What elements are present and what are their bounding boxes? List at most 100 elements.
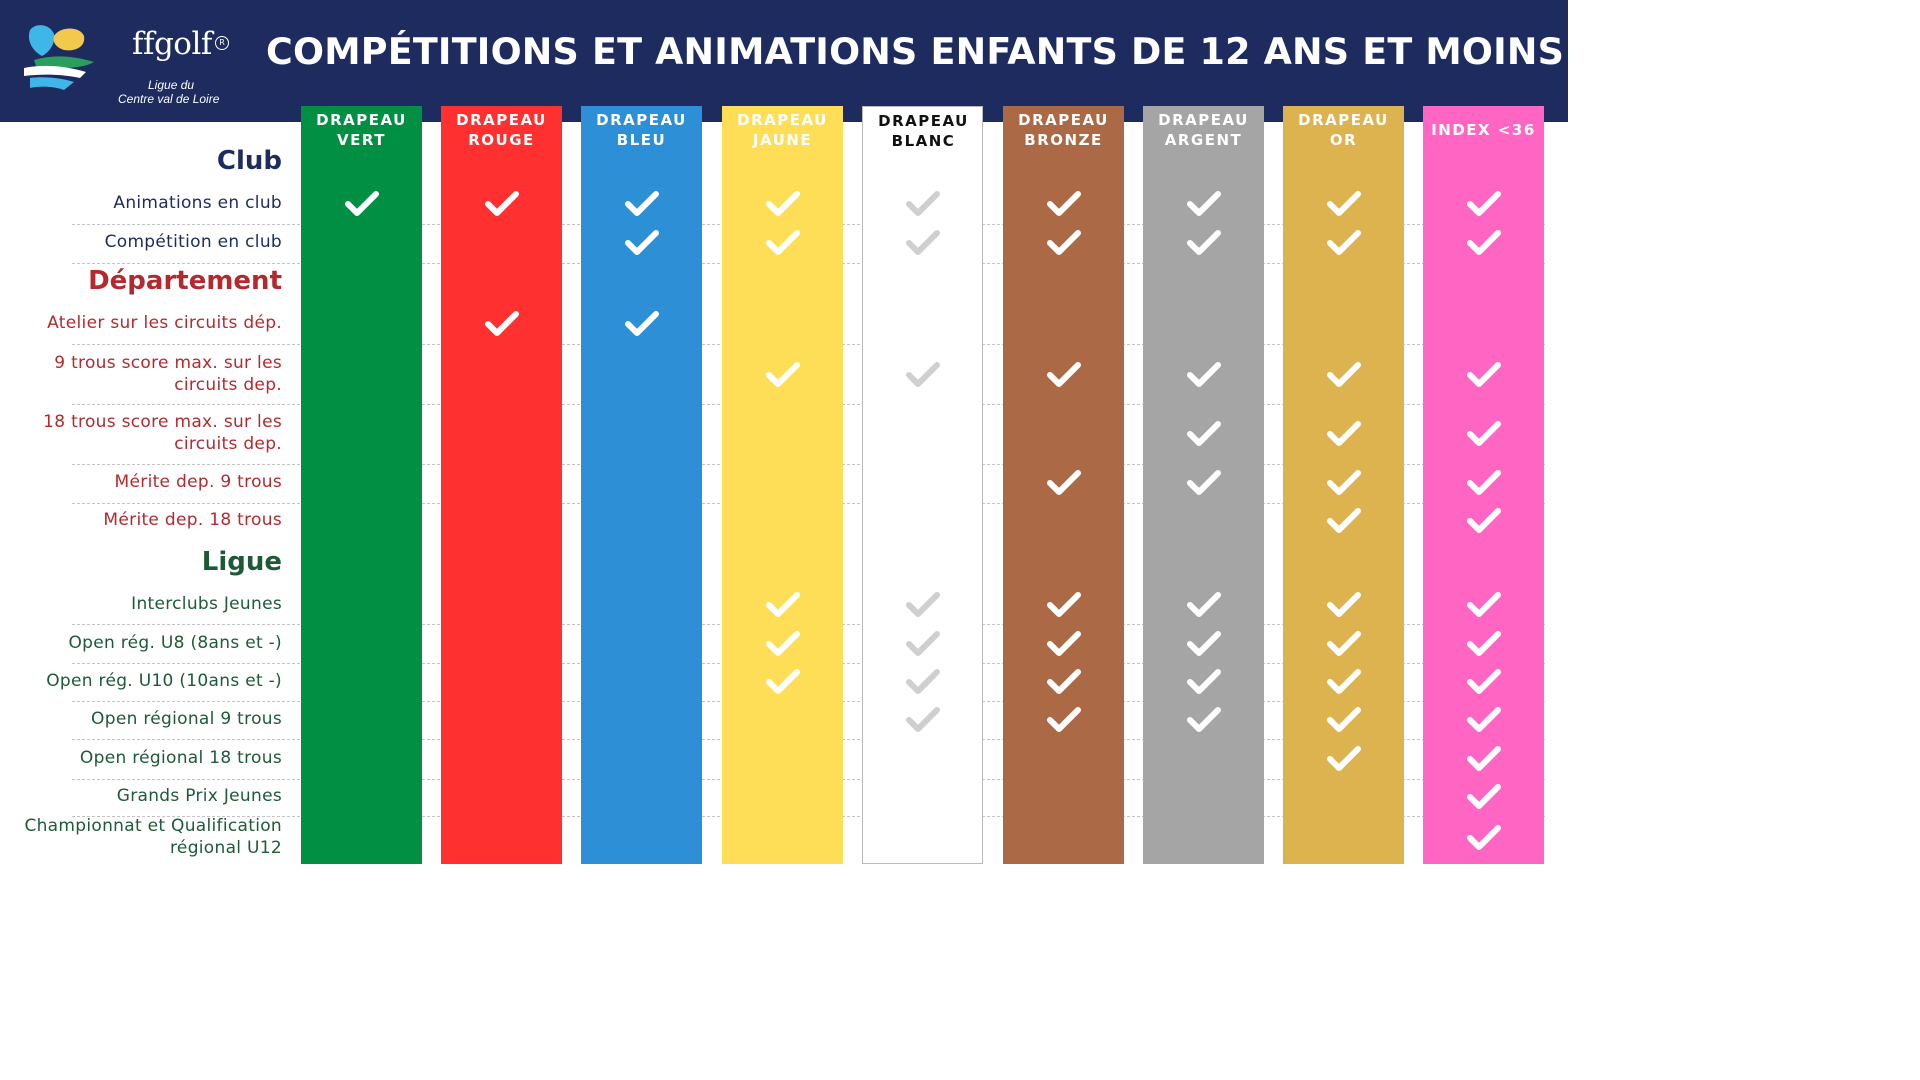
row-label: Interclubs Jeunes bbox=[131, 594, 282, 614]
column-header: DRAPEAU ROUGE bbox=[441, 110, 562, 150]
row-label: Compétition en club bbox=[104, 232, 282, 252]
column-header-line1: DRAPEAU bbox=[1298, 111, 1389, 129]
check-icon bbox=[344, 191, 379, 216]
check-icon bbox=[1326, 746, 1361, 771]
check-icon bbox=[1186, 631, 1221, 656]
header-banner: ffgolf R Ligue du Centre val de Loire CO… bbox=[0, 0, 1568, 122]
check-icon bbox=[1186, 421, 1221, 446]
column-header-line2: VERT bbox=[337, 131, 386, 149]
row-label: Championnat et Qualification régional U1… bbox=[24, 816, 282, 858]
check-icon bbox=[1326, 669, 1361, 694]
check-icon bbox=[765, 592, 800, 617]
column-header-line2: BRONZE bbox=[1024, 131, 1103, 149]
check-icon bbox=[1466, 421, 1501, 446]
row-label: Mérite dep. 18 trous bbox=[103, 510, 282, 530]
check-icon bbox=[905, 592, 940, 617]
row-label: Open régional 9 trous bbox=[91, 709, 282, 729]
check-icon bbox=[905, 191, 940, 216]
check-icon bbox=[1046, 592, 1081, 617]
row-label: Open régional 18 trous bbox=[79, 748, 282, 768]
check-icon bbox=[765, 191, 800, 216]
check-icon bbox=[1046, 191, 1081, 216]
check-icon bbox=[624, 311, 659, 336]
ffgolf-logo: ffgolf R Ligue du Centre val de Loire bbox=[14, 16, 229, 106]
check-icon bbox=[1186, 669, 1221, 694]
check-icon bbox=[1186, 362, 1221, 387]
check-icon bbox=[1326, 230, 1361, 255]
column-header: DRAPEAU VERT bbox=[301, 110, 422, 150]
check-icon bbox=[1046, 230, 1081, 255]
check-icon bbox=[1466, 230, 1501, 255]
check-icon bbox=[1046, 631, 1081, 656]
check-icon bbox=[765, 362, 800, 387]
ffgolf-logo-icon bbox=[24, 25, 94, 90]
check-icon bbox=[1186, 191, 1221, 216]
check-icon bbox=[765, 631, 800, 656]
column-header-line1: INDEX <36 bbox=[1431, 121, 1536, 139]
check-icon bbox=[1046, 707, 1081, 732]
check-icon bbox=[1326, 191, 1361, 216]
logo-subtitle-line2: Centre val de Loire bbox=[118, 92, 220, 106]
row-label: Grands Prix Jeunes bbox=[116, 786, 282, 806]
column-header-line2: BLANC bbox=[891, 132, 956, 150]
column-header-line2: BLEU bbox=[616, 131, 667, 149]
check-icon bbox=[1046, 470, 1081, 495]
check-icon bbox=[1326, 470, 1361, 495]
check-icon bbox=[1466, 508, 1501, 533]
check-icon bbox=[1466, 746, 1501, 771]
check-icon bbox=[624, 191, 659, 216]
check-icon bbox=[1186, 230, 1221, 255]
check-icon bbox=[1466, 707, 1501, 732]
check-icon bbox=[1046, 669, 1081, 694]
check-icon bbox=[765, 230, 800, 255]
check-icon bbox=[1466, 362, 1501, 387]
check-icon bbox=[1186, 470, 1221, 495]
column-header-line1: DRAPEAU bbox=[316, 111, 407, 129]
check-icon bbox=[905, 230, 940, 255]
check-icon bbox=[1466, 191, 1501, 216]
column-header-line1: DRAPEAU bbox=[1018, 111, 1109, 129]
row-label: Open rég. U8 (8ans et -) bbox=[68, 633, 282, 653]
check-icon bbox=[1466, 669, 1501, 694]
column-header: INDEX <36 bbox=[1423, 120, 1544, 140]
logo-brand-text: ffgolf bbox=[132, 26, 212, 62]
column-vert: DRAPEAU VERT bbox=[301, 106, 422, 864]
column-header: DRAPEAU OR bbox=[1283, 110, 1404, 150]
row-label: Open rég. U10 (10ans et -) bbox=[46, 671, 282, 691]
section-heading-club: Club bbox=[216, 146, 282, 176]
column-header: DRAPEAU BLANC bbox=[863, 111, 984, 151]
column-header: DRAPEAU ARGENT bbox=[1143, 110, 1264, 150]
check-icon bbox=[1186, 707, 1221, 732]
check-icon bbox=[624, 230, 659, 255]
check-icon bbox=[1466, 825, 1501, 850]
column-header-line2: ROUGE bbox=[468, 131, 535, 149]
column-header: DRAPEAU BLEU bbox=[581, 110, 702, 150]
column-header-line2: OR bbox=[1329, 131, 1358, 149]
check-icon bbox=[905, 669, 940, 694]
column-header-line2: ARGENT bbox=[1164, 131, 1243, 149]
section-heading-departement: Département bbox=[88, 266, 282, 296]
check-icon bbox=[905, 631, 940, 656]
check-icon bbox=[1466, 631, 1501, 656]
check-icon bbox=[1326, 707, 1361, 732]
check-icon bbox=[1466, 592, 1501, 617]
column-header-line1: DRAPEAU bbox=[456, 111, 547, 129]
column-jaune: DRAPEAU JAUNE bbox=[722, 106, 843, 864]
check-icon bbox=[1326, 508, 1361, 533]
column-header-line1: DRAPEAU bbox=[878, 112, 969, 130]
row-label: Atelier sur les circuits dép. bbox=[47, 313, 282, 333]
check-icon bbox=[1186, 592, 1221, 617]
check-icon bbox=[905, 362, 940, 387]
section-heading-ligue: Ligue bbox=[201, 547, 282, 577]
row-label: 18 trous score max. sur les circuits dep… bbox=[43, 412, 282, 454]
page-title: COMPÉTITIONS ET ANIMATIONS ENFANTS DE 12… bbox=[266, 30, 1565, 73]
column-rouge: DRAPEAU ROUGE bbox=[441, 106, 562, 864]
check-icon bbox=[1466, 470, 1501, 495]
column-bleu: DRAPEAU BLEU bbox=[581, 106, 702, 864]
check-icon bbox=[1326, 421, 1361, 446]
row-label: Animations en club bbox=[113, 193, 282, 213]
column-header-line1: DRAPEAU bbox=[1158, 111, 1249, 129]
check-icon bbox=[1326, 362, 1361, 387]
check-icon bbox=[1046, 362, 1081, 387]
check-icon bbox=[484, 191, 519, 216]
